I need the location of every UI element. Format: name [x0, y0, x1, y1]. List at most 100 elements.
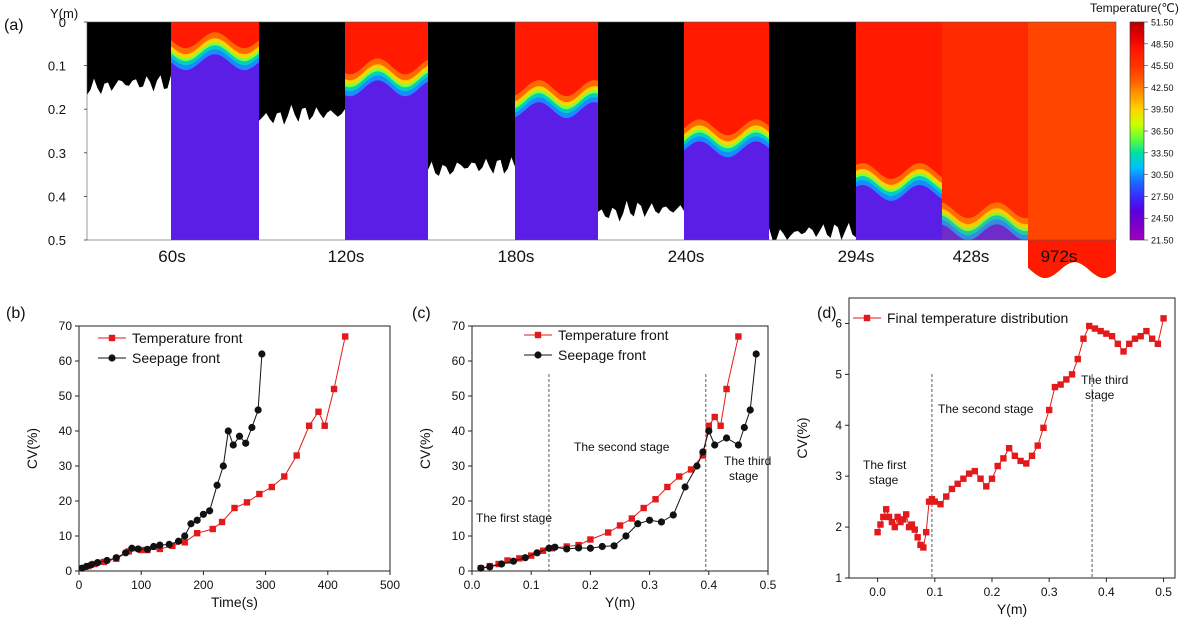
data-point-square [1114, 340, 1122, 348]
y-tick-label: 50 [452, 389, 466, 403]
data-point-circle [521, 554, 529, 562]
data-point-circle [574, 544, 583, 552]
data-point-square [1074, 355, 1081, 363]
data-point-circle [248, 423, 256, 432]
data-point-circle [509, 557, 518, 565]
data-point-square [882, 506, 890, 513]
data-point-square [305, 422, 313, 429]
plot-frame [78, 325, 391, 572]
y-tick-label: 40 [59, 424, 73, 438]
panel-d-label: (d) [817, 305, 837, 322]
time-label: 972s [1041, 247, 1078, 266]
colorbar-tick-label: 48.50 [1151, 39, 1174, 49]
temperature-map-tint [1028, 22, 1116, 240]
data-point-square [616, 522, 624, 529]
data-point-square [971, 467, 979, 475]
data-point-square [640, 504, 647, 512]
data-point-circle [498, 560, 506, 568]
data-point-circle [254, 406, 262, 414]
data-point-square [1086, 322, 1093, 330]
panel-a-maps [86, 21, 1117, 278]
data-point-circle [477, 564, 485, 572]
data-point-square [281, 473, 288, 480]
temperature-front-band [856, 22, 942, 179]
data-point-circle [165, 540, 173, 549]
data-point-square [342, 333, 349, 340]
temperature-colorbar: Temperature(℃) 51.50 48.50 45.50 42.50 39.50… [1090, 1, 1179, 246]
y-tick-label: 70 [59, 319, 73, 333]
data-point-circle [551, 543, 559, 551]
data-point-square [330, 385, 338, 393]
data-point-square [268, 483, 276, 491]
data-point-circle [193, 516, 201, 524]
stage-annotation: The third [724, 454, 771, 468]
data-point-square [908, 521, 916, 528]
x-tick-label: 0.3 [1041, 585, 1058, 599]
data-point-circle [486, 563, 494, 571]
data-point-square [1000, 455, 1007, 462]
data-point-square [1028, 452, 1036, 460]
data-point-square [735, 333, 742, 340]
colorbar-title: Temperature(℃) [1090, 1, 1179, 15]
y-tick-label: 60 [452, 354, 466, 368]
data-point-circle [545, 544, 553, 552]
data-point-circle [87, 561, 96, 569]
panel-a-y-axis-title: Y(m) [50, 6, 78, 21]
data-point-circle [586, 544, 595, 552]
data-point-square [900, 516, 907, 523]
data-point-square [1051, 383, 1059, 391]
data-point-circle [242, 439, 250, 447]
data-point-square [723, 385, 730, 393]
temperature-front-band [171, 22, 259, 49]
x-tick-label: 0.2 [582, 578, 599, 592]
y-tick-label: 10 [452, 529, 466, 543]
colorbar-tick-label: 30.50 [1151, 170, 1174, 180]
data-point-square [874, 528, 881, 536]
data-point-circle [143, 545, 152, 553]
y-tick-label: 20 [452, 494, 466, 508]
data-point-square [1034, 442, 1041, 449]
legend-marker [863, 314, 871, 322]
y-tick-label: 4 [835, 418, 842, 432]
x-tick-label: 200 [193, 578, 213, 592]
data-point-circle [128, 544, 136, 552]
data-point-square [243, 499, 251, 506]
series-line [81, 353, 263, 569]
data-point-square [293, 452, 300, 459]
colorbar-tick-label: 51.50 [1151, 18, 1174, 28]
panel-c: (c) 0.0 0.1 0.2 0.3 0.4 0.5 0 10 20 30 40 50 60 70 Y(m… [412, 305, 777, 610]
data-point-square [1143, 327, 1150, 335]
data-point-square [652, 496, 659, 503]
data-point-circle [235, 432, 244, 440]
x-axis-label: Y(m) [605, 594, 635, 610]
data-point-square [1103, 330, 1110, 337]
colorbar-tick-label: 42.50 [1151, 83, 1174, 93]
data-point-square [1160, 315, 1167, 322]
data-point-circle [229, 441, 237, 449]
data-point-square [717, 422, 724, 429]
data-point-square [1131, 335, 1139, 342]
data-point-circle [224, 427, 232, 435]
y-tick-label: 2 [835, 520, 842, 534]
stage-annotation: The second stage [574, 440, 670, 454]
data-point-square [1126, 340, 1133, 348]
data-point-circle [150, 542, 158, 551]
data-point-square [504, 557, 511, 564]
y-tick-label: 0 [458, 564, 465, 578]
y-tick-label: 1 [835, 571, 842, 585]
data-point-circle [734, 441, 743, 449]
data-point-square [891, 523, 898, 531]
data-point-circle [156, 541, 164, 549]
colorbar-tick-label: 39.50 [1151, 105, 1174, 115]
data-point-circle [213, 481, 221, 489]
y-axis-label: CV(%) [417, 428, 433, 469]
x-tick-label: 0.2 [984, 585, 1001, 599]
x-axis-label: Y(m) [997, 601, 1027, 617]
data-point-circle [563, 545, 571, 553]
data-point-circle [699, 448, 707, 456]
data-point-circle [94, 559, 102, 567]
legend-label: Seepage front [558, 347, 646, 363]
chart-c: 0.0 0.1 0.2 0.3 0.4 0.5 0 10 20 30 40 50 60 70 Y(m) CV(… [417, 319, 777, 610]
colorbar-tick-label: 24.50 [1151, 214, 1174, 224]
data-point-square [914, 534, 921, 541]
